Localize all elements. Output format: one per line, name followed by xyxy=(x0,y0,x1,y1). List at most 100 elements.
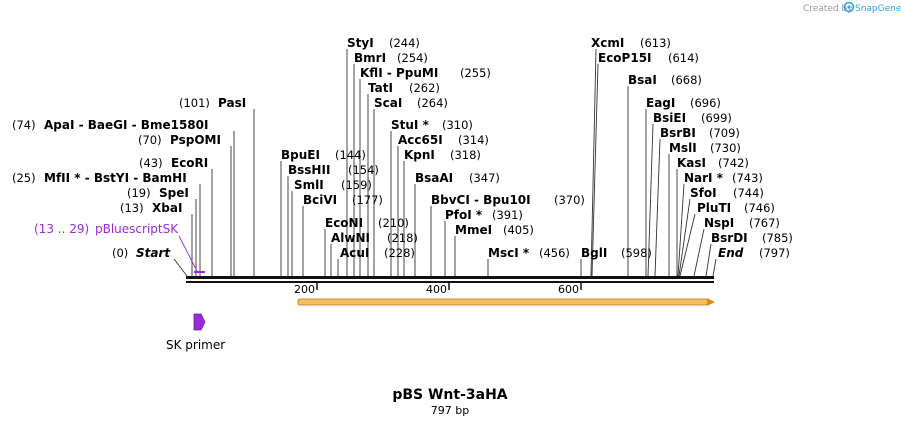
site-label-apai: ApaI - BaeGI - Bme1580I xyxy=(44,118,208,132)
site-label-econi: EcoNI xyxy=(325,216,363,230)
start-label: Start xyxy=(136,246,171,260)
orf-arrow[interactable] xyxy=(297,298,715,306)
line-sfoi xyxy=(678,198,691,277)
site-pos-stui: (310) xyxy=(442,118,473,132)
credit: Created by SnapGene xyxy=(803,1,901,14)
site-label-pfoi: PfoI * xyxy=(445,208,483,222)
site-label-bsrbi: BsrBI xyxy=(660,126,696,140)
site-pos-bcivi: (177) xyxy=(352,193,383,207)
credit-prefix: Created by xyxy=(803,4,853,14)
start-pos: (0) xyxy=(112,246,128,260)
site-pos-pspomi: (70) xyxy=(138,133,162,147)
site-pos-mmei: (405) xyxy=(503,223,534,237)
site-label-kfli-ppumi: KflI - PpuMI xyxy=(360,66,438,80)
orf-body[interactable] xyxy=(297,298,709,306)
site-pos-bsshii: (154) xyxy=(348,163,379,177)
site-labels: StyI (244) BmrI (254) KflI - PpuMI (255)… xyxy=(12,36,793,260)
site-label-xbai: XbaI xyxy=(152,201,182,215)
site-label-bsiei: BsiEI xyxy=(653,111,686,125)
line-bsrdi xyxy=(705,243,712,277)
site-label-smli: SmlI xyxy=(294,178,324,192)
site-label-spei: SpeI xyxy=(159,186,189,200)
site-label-pasi: PasI xyxy=(218,96,246,110)
site-pos-alwni: (218) xyxy=(387,231,418,245)
site-label-bsaai: BsaAI xyxy=(415,171,453,185)
map-length: 797 bp xyxy=(431,404,469,417)
site-label-msli: MslI xyxy=(669,141,697,155)
site-pos-styi: (244) xyxy=(389,36,420,50)
tick-label-200: 200 xyxy=(294,283,315,296)
orf-arrowhead-icon xyxy=(707,298,715,306)
site-label-styi: StyI xyxy=(347,36,374,50)
site-pos-kfli-ppumi: (255) xyxy=(460,66,491,80)
site-label-bsshii: BssHII xyxy=(288,163,330,177)
site-pos-econi: (210) xyxy=(378,216,409,230)
site-pos-acui: (228) xyxy=(384,246,415,260)
site-pos-pfoi: (391) xyxy=(492,208,523,222)
site-label-bmri: BmrI xyxy=(354,51,386,65)
site-pos-sfoi: (744) xyxy=(733,186,764,200)
site-label-alwni: AlwNI xyxy=(331,231,370,245)
site-pos-bsrdi: (785) xyxy=(762,231,793,245)
site-label-xcmi: XcmI xyxy=(591,36,624,50)
primer-feature[interactable]: SK primer xyxy=(166,313,225,352)
line-bsiei xyxy=(647,123,654,277)
site-label-pspomi: PspOMI xyxy=(170,133,221,147)
snapgene-logo-icon xyxy=(843,1,855,13)
primer-label: SK primer xyxy=(166,338,225,352)
site-pos-bmri: (254) xyxy=(397,51,428,65)
feature-bar-pbluescriptsk[interactable] xyxy=(194,271,205,273)
site-pos-bsaai: (347) xyxy=(469,171,500,185)
site-label-bbvci-bpu10i: BbvCI - Bpu10I xyxy=(431,193,531,207)
credit-brand: SnapGene xyxy=(855,4,901,14)
site-pos-scai: (264) xyxy=(417,96,448,110)
end-label: End xyxy=(718,246,744,260)
site-pos-ecori: (43) xyxy=(139,156,163,170)
site-label-mmei: MmeI xyxy=(455,223,492,237)
site-label-acc65i: Acc65I xyxy=(398,133,443,147)
line-xcmi xyxy=(590,48,597,277)
tick-label-400: 400 xyxy=(426,283,447,296)
site-label-mfii: MfII * - BstYI - BamHI xyxy=(44,171,187,185)
site-lines xyxy=(173,48,717,277)
backbone-top-strand xyxy=(186,276,714,279)
site-pos-kasi: (742) xyxy=(718,156,749,170)
site-label-tati: TatI xyxy=(368,81,393,95)
site-pos-nspi: (767) xyxy=(749,216,780,230)
primer-arrow-icon[interactable] xyxy=(193,313,206,331)
site-label-ecop15i: EcoP15I xyxy=(598,51,652,65)
site-label-kpni: KpnI xyxy=(404,148,435,162)
site-pos-smli: (159) xyxy=(341,178,372,192)
site-label-pluti: PluTI xyxy=(697,201,731,215)
site-pos-xbai: (13) xyxy=(120,201,144,215)
site-pos-bpuei: (144) xyxy=(335,148,366,162)
site-label-scai: ScaI xyxy=(374,96,402,110)
site-label-ecori: EcoRI xyxy=(171,156,208,170)
site-pos-ecop15i: (614) xyxy=(668,51,699,65)
site-label-sfoi: SfoI xyxy=(690,186,717,200)
feature-leader xyxy=(178,235,198,272)
site-label-bsrdi: BsrDI xyxy=(711,231,748,245)
line-bsrbi xyxy=(654,138,661,277)
site-pos-bbvci-bpu10i: (370) xyxy=(554,193,585,207)
site-label-msci: MscI * xyxy=(488,246,530,260)
site-pos-bsiei: (699) xyxy=(701,111,732,125)
site-pos-bsai: (668) xyxy=(671,73,702,87)
site-label-eagi: EagI xyxy=(646,96,675,110)
line-start xyxy=(173,258,188,277)
site-pos-mfii: (25) xyxy=(12,171,36,185)
site-label-acui: AcuI xyxy=(340,246,369,260)
site-label-bpuei: BpuEI xyxy=(281,148,320,162)
tick-label-600: 600 xyxy=(558,283,579,296)
end-pos: (797) xyxy=(759,246,790,260)
line-end xyxy=(712,258,717,277)
site-pos-bgli: (598) xyxy=(621,246,652,260)
sequence-backbone xyxy=(186,271,714,283)
line-pluti xyxy=(679,213,696,277)
site-pos-pluti: (746) xyxy=(744,201,775,215)
feature-label: (13 .. 29) pBluescriptSK xyxy=(34,222,198,272)
line-nspi xyxy=(693,228,705,277)
site-label-stui: StuI * xyxy=(391,118,430,132)
site-pos-kpni: (318) xyxy=(450,148,481,162)
site-label-bgli: BglI xyxy=(581,246,607,260)
